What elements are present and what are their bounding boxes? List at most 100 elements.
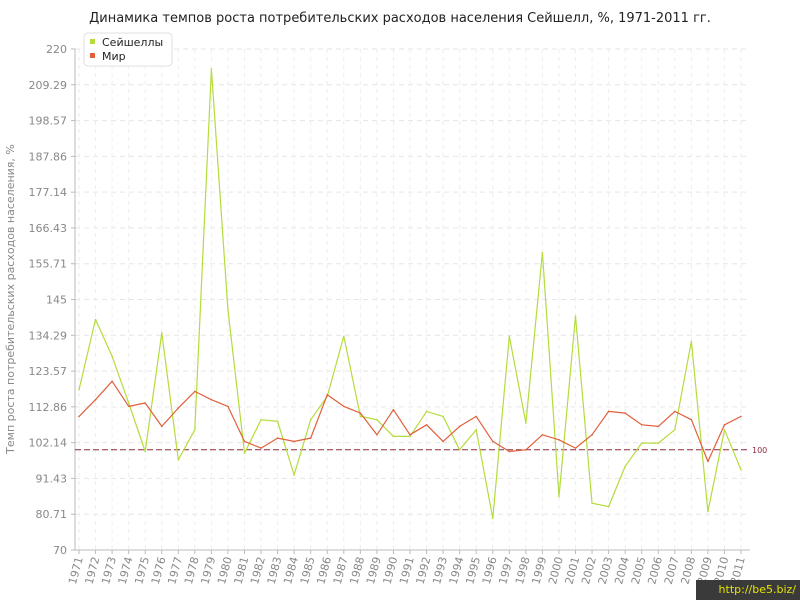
data-point: [78, 388, 80, 391]
data-point: [276, 420, 279, 423]
data-point: [591, 502, 593, 505]
data-point: [177, 459, 180, 461]
data-point: [227, 405, 229, 408]
data-point: [376, 418, 378, 421]
data-point: [657, 442, 660, 444]
y-tick-label: 166.43: [29, 222, 68, 235]
data-point: [591, 433, 593, 436]
data-point: [558, 438, 560, 441]
data-point: [111, 380, 113, 383]
data-point: [409, 433, 411, 436]
data-point: [392, 408, 395, 411]
y-tick-label: 145: [46, 294, 67, 307]
data-point: [343, 335, 345, 338]
data-point: [243, 452, 246, 454]
data-point: [442, 415, 444, 418]
reference-line-label: 100: [752, 446, 767, 455]
watermark-link[interactable]: http://be5.biz/: [696, 580, 800, 600]
data-point: [177, 407, 180, 409]
series-group: [78, 68, 742, 520]
data-point: [260, 418, 262, 421]
y-axis-label: Темп роста потребительских расходов насе…: [4, 144, 17, 455]
data-point: [194, 428, 196, 431]
data-point: [127, 405, 130, 408]
data-point: [425, 423, 428, 426]
data-point: [624, 412, 626, 414]
y-tick-label: 209.29: [29, 79, 68, 92]
legend: Сейшеллы Мир: [83, 32, 173, 67]
data-point: [674, 428, 676, 431]
data-point: [508, 335, 511, 338]
data-point: [293, 474, 295, 476]
data-point: [624, 465, 626, 468]
y-tick-label: 177.14: [29, 186, 68, 199]
data-point: [343, 405, 345, 408]
y-ticks: 70 80.71 91.43 102.14 112.86 123.57 134.29 145 1…: [29, 43, 75, 557]
data-point: [144, 402, 146, 404]
y-tick-label: 198.57: [29, 115, 68, 128]
data-point: [707, 510, 709, 513]
data-point: [690, 418, 693, 421]
data-point: [210, 398, 213, 401]
data-point: [326, 393, 329, 396]
data-point: [491, 517, 494, 520]
data-point: [723, 423, 726, 426]
data-point: [144, 450, 146, 453]
data-point: [94, 398, 97, 401]
y-tick-label: 220: [46, 43, 67, 56]
data-point: [674, 410, 676, 413]
data-point: [160, 425, 163, 428]
data-point: [525, 449, 527, 451]
y-tick-label: 70: [53, 544, 67, 557]
data-point: [475, 415, 478, 418]
x-ticks: 1971197219731974197519761977197819791980…: [66, 550, 748, 586]
data-point: [558, 495, 560, 498]
data-point: [525, 422, 527, 424]
legend-label-world: Мир: [102, 50, 126, 63]
data-point: [690, 340, 693, 343]
legend-box: [83, 32, 173, 67]
data-point: [359, 415, 362, 418]
legend-label-seychelles: Сейшеллы: [102, 36, 163, 49]
data-point: [442, 440, 444, 443]
data-point: [409, 435, 411, 438]
data-point: [425, 410, 428, 413]
y-tick-label: 91.43: [36, 472, 68, 485]
data-point: [227, 308, 229, 311]
data-point: [359, 412, 362, 414]
data-point: [740, 415, 742, 418]
data-point: [260, 447, 262, 449]
data-point: [78, 415, 80, 418]
data-point: [640, 423, 643, 426]
data-point: [243, 440, 246, 443]
data-point: [309, 418, 312, 421]
data-point: [458, 449, 461, 451]
data-point: [657, 425, 660, 428]
data-point: [508, 450, 511, 453]
data-point: [607, 505, 610, 508]
chart-title: Динамика темпов роста потребительских ра…: [89, 11, 711, 26]
data-point: [607, 410, 610, 413]
legend-swatch-seychelles: [90, 39, 95, 44]
y-tick-label: 155.71: [29, 258, 68, 271]
data-point: [392, 435, 395, 438]
data-point: [293, 440, 295, 443]
y-tick-label: 134.29: [29, 329, 68, 342]
y-tick-label: 112.86: [29, 401, 68, 414]
data-point: [574, 447, 577, 449]
data-point: [707, 460, 709, 463]
data-point: [640, 442, 643, 444]
data-point: [574, 315, 577, 318]
y-tick-label: 187.86: [29, 150, 68, 163]
data-point: [194, 390, 196, 393]
data-point: [276, 437, 279, 439]
data-point: [127, 402, 130, 404]
data-point: [309, 437, 312, 439]
data-point: [376, 433, 378, 436]
data-point: [740, 469, 742, 471]
data-point: [541, 433, 544, 436]
data-point: [94, 318, 97, 321]
data-point: [210, 68, 213, 70]
y-tick-label: 123.57: [29, 365, 68, 378]
